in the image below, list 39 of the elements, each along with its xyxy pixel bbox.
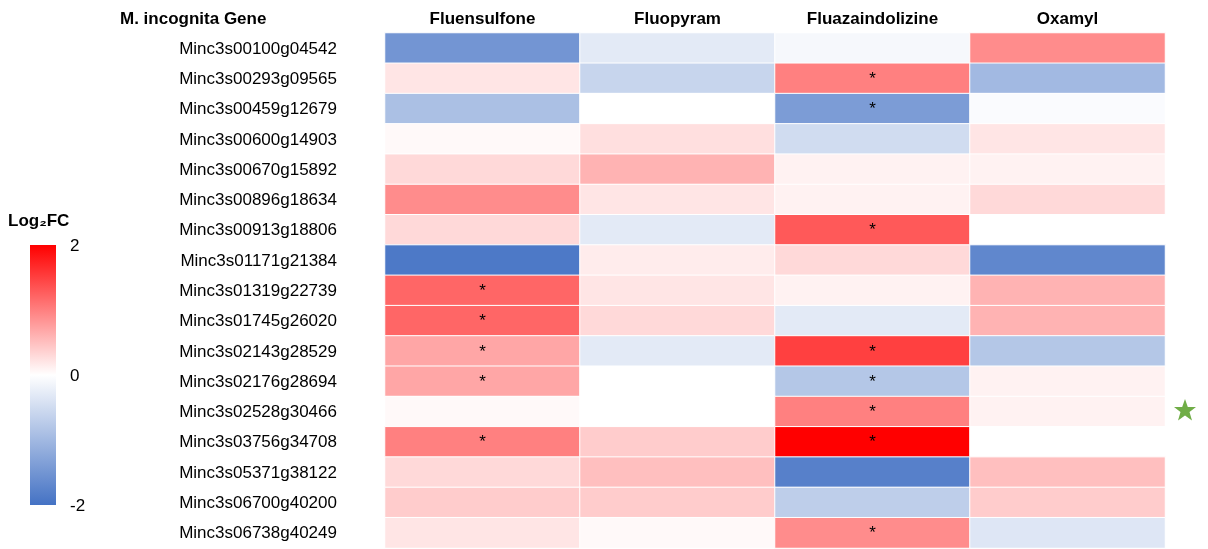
y-tick-label: Minc3s02528g30466 bbox=[179, 402, 337, 422]
y-tick-label: Minc3s01745g26020 bbox=[179, 311, 337, 331]
y-tick-label: Minc3s06738g40249 bbox=[179, 523, 337, 543]
y-tick-label: Minc3s02176g28694 bbox=[179, 371, 337, 391]
y-tick-label: Minc3s01171g21384 bbox=[180, 250, 337, 270]
data-label: * bbox=[869, 68, 877, 88]
color-bar-title: Log₂FC bbox=[8, 211, 70, 230]
x-tick-label: Oxamyl bbox=[1036, 9, 1099, 28]
data-label: * bbox=[869, 523, 877, 543]
x-tick-label: Fluensulfone bbox=[429, 9, 536, 28]
y-tick-label: Minc3s00913g18806 bbox=[179, 220, 337, 240]
data-label: * bbox=[479, 371, 487, 391]
data-label: * bbox=[479, 311, 487, 331]
color-bar-label: 2 bbox=[70, 235, 80, 255]
data-label: * bbox=[869, 341, 877, 361]
y-tick-label: Minc3s06700g40200 bbox=[179, 493, 337, 513]
data-label: * bbox=[479, 281, 487, 300]
data-label: * bbox=[869, 220, 877, 240]
data-label: * bbox=[869, 371, 877, 391]
y-tick-label: Minc3s02143g28529 bbox=[179, 341, 337, 361]
color-bar-label: -2 bbox=[70, 495, 86, 515]
y-tick-label: Minc3s00293g09565 bbox=[179, 68, 337, 88]
y-axis-title: M. incognita Gene bbox=[120, 9, 267, 28]
data-label: * bbox=[869, 99, 877, 119]
y-tick-label: Minc3s00896g18634 bbox=[179, 190, 337, 210]
data-label: * bbox=[869, 432, 877, 452]
data-label: * bbox=[869, 402, 877, 422]
y-tick-label: Minc3s00670g15892 bbox=[179, 159, 337, 179]
y-tick-label: Minc3s03756g34708 bbox=[179, 432, 337, 452]
y-tick-label: Minc3s01319g22739 bbox=[179, 281, 337, 300]
y-tick-label: Minc3s00600g14903 bbox=[179, 129, 337, 149]
x-tick-label: Fluazaindolizine bbox=[806, 9, 939, 28]
y-tick-label: Minc3s00100g04542 bbox=[179, 38, 337, 58]
color-bar-label: 0 bbox=[70, 365, 80, 385]
data-label: * bbox=[479, 341, 487, 361]
y-tick-label: Minc3s05371g38122 bbox=[179, 462, 337, 482]
y-tick-label: Minc3s00459g12679 bbox=[179, 99, 337, 119]
x-tick-label: Fluopyram bbox=[634, 9, 721, 28]
data-label: * bbox=[479, 432, 487, 452]
